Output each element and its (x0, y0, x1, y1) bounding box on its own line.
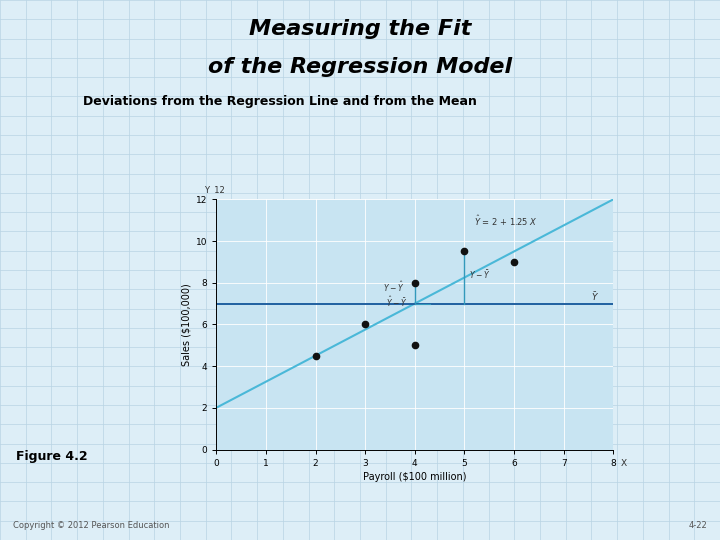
Text: Figure 4.2: Figure 4.2 (16, 450, 87, 463)
Text: Measuring the Fit: Measuring the Fit (249, 19, 471, 39)
Text: Deviations from the Regression Line and from the Mean: Deviations from the Regression Line and … (83, 94, 477, 107)
Text: $\hat{Y}$ = 2 + 1.25 $X$: $\hat{Y}$ = 2 + 1.25 $X$ (474, 214, 539, 228)
Text: Y  12: Y 12 (204, 186, 225, 195)
Text: $\hat{Y} - \bar{Y}$: $\hat{Y} - \bar{Y}$ (386, 294, 408, 309)
Text: $Y - \bar{Y}$: $Y - \bar{Y}$ (469, 268, 490, 281)
Text: of the Regression Model: of the Regression Model (208, 57, 512, 77)
X-axis label: Payroll ($100 million): Payroll ($100 million) (363, 472, 467, 482)
Text: X: X (621, 459, 627, 468)
Text: $Y - \hat{Y}$: $Y - \hat{Y}$ (382, 280, 404, 294)
Text: Copyright © 2012 Pearson Education: Copyright © 2012 Pearson Education (13, 521, 169, 530)
Text: 4-22: 4-22 (688, 521, 707, 530)
Text: $\bar{Y}$: $\bar{Y}$ (591, 290, 599, 303)
Y-axis label: Sales ($100,000): Sales ($100,000) (181, 283, 192, 366)
